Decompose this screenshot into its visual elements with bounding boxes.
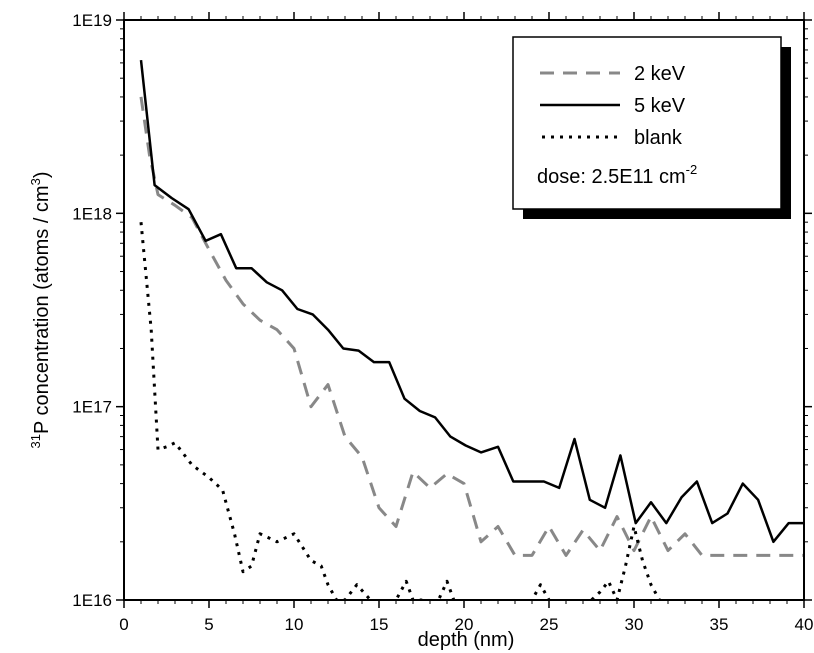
y-axis-title-sup-unit: 3 <box>28 178 43 185</box>
series-line-blank <box>139 222 662 600</box>
legend-label-blank: blank <box>634 127 683 149</box>
x-tick-label: 5 <box>204 615 213 634</box>
series-layer <box>139 59 804 600</box>
series-line-5-kev <box>139 59 804 544</box>
x-tick-label: 40 <box>795 615 814 634</box>
series-line-2-kev <box>139 96 804 557</box>
y-tick-label: 1E18 <box>72 204 112 223</box>
x-axis-title: depth (nm) <box>418 629 515 651</box>
legend-dose-sup: -2 <box>686 162 698 177</box>
y-axis-title-main: P concentration (atoms / cm <box>31 185 53 434</box>
ticks-layer: 0 5 10 15 20 25 30 35 40 1E16 1E17 1E18 1E19 <box>72 11 813 634</box>
x-tick-label: 30 <box>625 615 644 634</box>
x-tick-label: 20 <box>455 615 474 634</box>
y-axis-title-sup-prefix: 31 <box>28 434 43 448</box>
x-tick-label: 10 <box>285 615 304 634</box>
x-tick-label: 15 <box>370 615 389 634</box>
x-tick-label: 35 <box>710 615 729 634</box>
x-tick-label: 0 <box>119 615 128 634</box>
legend-label-2kev: 2 keV <box>634 63 686 85</box>
legend-dose: dose: 2.5E11 cm-2 <box>537 162 697 188</box>
legend: 2 keV 5 keV blank dose: 2.5E11 cm-2 <box>512 36 791 219</box>
legend-label-5kev: 5 keV <box>634 95 686 117</box>
x-tick-label: 25 <box>540 615 559 634</box>
y-tick-label: 1E17 <box>72 398 112 417</box>
legend-box <box>512 36 782 210</box>
y-tick-label: 1E19 <box>72 11 112 30</box>
legend-dose-text: dose: 2.5E11 cm <box>537 166 686 188</box>
y-axis-title: 31P concentration (atoms / cm3) <box>28 172 53 449</box>
y-tick-label: 1E16 <box>72 591 112 610</box>
y-axis-title-close: ) <box>31 172 53 179</box>
